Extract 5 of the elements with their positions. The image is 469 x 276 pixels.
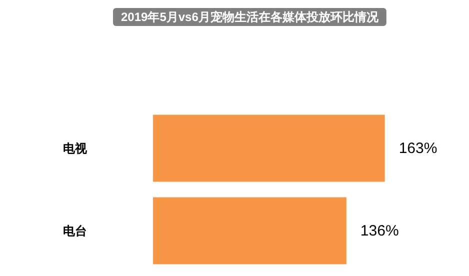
data-label: 163% [398, 140, 438, 157]
y-tick-label: 电视 [63, 141, 88, 156]
y-tick-label: 电台 [63, 224, 87, 238]
data-label: 136% [360, 222, 399, 240]
chart-title: 2019年5月vs6月宠物生活在各媒体投放环比情况 [121, 10, 380, 24]
